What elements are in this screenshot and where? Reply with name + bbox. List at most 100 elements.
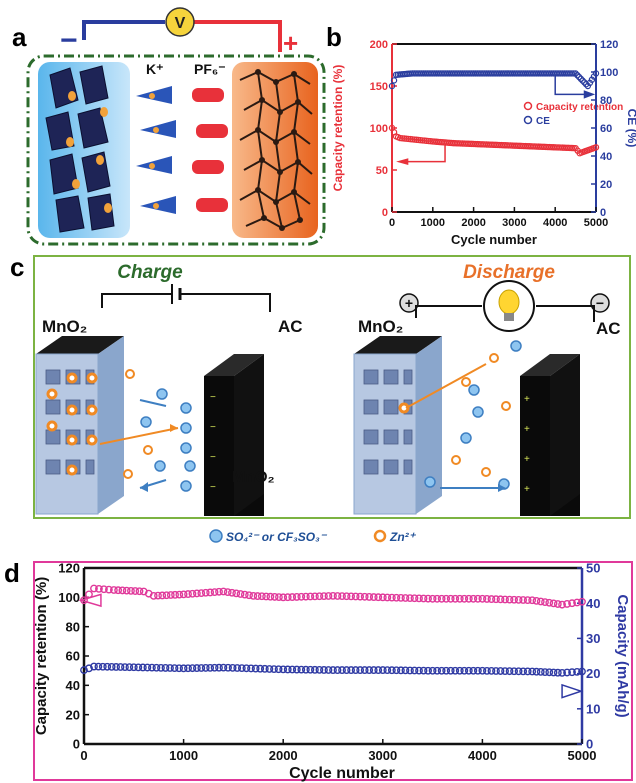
d-series-1-point-58 (342, 666, 351, 674)
panel-d-label: d (4, 558, 20, 588)
b-ytick-label-2: 100 (370, 123, 388, 135)
voltmeter-icon (165, 7, 195, 37)
d-series-1-point-11 (129, 663, 138, 672)
d-series-0-point-111 (578, 597, 586, 606)
d-series-1-point-47 (292, 665, 301, 674)
d-series-0-point-78 (428, 594, 437, 603)
b-y2tick-label-2: 40 (600, 151, 612, 163)
d-series-0-point-76 (419, 594, 428, 603)
d-series-0-point-27 (201, 588, 210, 597)
d-series-1-point-72 (406, 666, 414, 675)
mno2-block-top-left (36, 336, 124, 354)
d-xtick-label-5: 5000 (568, 748, 597, 763)
d-series-1-point-69 (392, 666, 401, 675)
b-y2tick-label-4: 80 (600, 95, 612, 107)
d-series-0-point-110 (573, 598, 581, 607)
discharge-arrow-1 (405, 363, 487, 409)
d-series-0-point-20 (171, 590, 179, 599)
d-series-0-point-99 (523, 596, 532, 605)
svg-text:−: − (210, 482, 216, 493)
d-series-1-point-0 (80, 666, 88, 674)
d-series-0-point-63 (360, 592, 369, 601)
d-series-1-point-84 (460, 666, 469, 675)
d-series-0-point-49 (297, 592, 306, 601)
b-arrow-capacity (400, 144, 446, 163)
d-ytick-label-0: 0 (73, 737, 80, 752)
d-series-1 (80, 662, 586, 677)
d-ytick-label-5: 100 (58, 590, 80, 605)
d-series-1-point-7 (112, 663, 120, 671)
d-series-0-point-33 (228, 588, 236, 597)
d-series-1-point-100 (532, 667, 541, 676)
voltmeter-label: V (175, 15, 186, 32)
d-xtick-label-1: 1000 (169, 748, 198, 763)
d-series-0-point-68 (383, 593, 392, 602)
d-series-0-point-107 (558, 600, 566, 609)
d-series-0-point-88 (473, 594, 482, 603)
d-series-1-point-46 (288, 665, 297, 674)
d-series-0-point-104 (545, 598, 554, 607)
negative-wire (82, 20, 165, 40)
d-ytick-label-3: 60 (66, 649, 80, 664)
d-series-0-point-35 (236, 590, 245, 598)
d-series-0-point-32 (223, 588, 232, 596)
d-series-1-point-23 (184, 664, 192, 673)
d-series-0-point-21 (175, 590, 184, 599)
charge-title: Charge (117, 262, 183, 283)
d-series-0-point-87 (469, 594, 478, 603)
d-series-0-point-93 (496, 595, 505, 604)
d-series-0-point-19 (166, 591, 175, 599)
d-series-0-point-30 (215, 587, 223, 596)
mno2-block-side-left (98, 336, 124, 514)
b-series-0-point-108 (592, 144, 600, 151)
d-series-1-point-98 (523, 667, 532, 676)
positive-wire (194, 20, 282, 52)
d-series-1-point-106 (558, 668, 566, 677)
d-series-1-point-77 (428, 666, 437, 675)
b-series-1 (388, 70, 600, 90)
panel-c-schematic: Charge Discharge MnO₂ AC − − − − MnO₂ (33, 255, 631, 544)
d-series-1-point-5 (103, 662, 112, 671)
charge-arrow-2 (99, 427, 179, 445)
d-series-1-point-87 (473, 666, 482, 675)
cathode-atoms (255, 69, 303, 231)
b-legend-label-1: CE (536, 116, 550, 127)
d-series-1-point-97 (519, 667, 528, 676)
ac-block-side-right (550, 354, 580, 516)
minus-terminal-icon (590, 293, 610, 313)
d-series-0-point-108 (563, 600, 571, 608)
b-xtick-label-5: 5000 (584, 217, 608, 229)
d-series-1-point-48 (297, 665, 306, 674)
anion-ions-discharge (424, 340, 522, 490)
d-series-0-point-103 (541, 598, 549, 607)
d-series-1-point-3 (94, 662, 103, 671)
d-series-0-point-16 (154, 591, 162, 600)
d-series-0-point-4 (100, 585, 108, 594)
d-series-0-point-52 (310, 592, 319, 601)
d-ytick-label-1: 20 (66, 707, 80, 722)
d-series-1-point-61 (356, 666, 365, 674)
d-series-1-point-96 (514, 667, 523, 676)
d-series-1-point-62 (360, 666, 369, 674)
panel-b-chart: Capacity retention (%) CE (%) Cycle numb… (331, 39, 636, 247)
d-series-1-point-103 (545, 668, 554, 677)
d-series-0-point-2 (90, 584, 98, 593)
b-arrowhead-capacity (396, 158, 409, 165)
d-series-0-point-80 (437, 594, 446, 603)
d-series-1-point-30 (215, 663, 223, 672)
d-series-1-point-10 (125, 663, 134, 672)
panel-d-frame (33, 561, 633, 781)
mno2-block-top-right (354, 336, 442, 354)
d-series-0-point-58 (338, 592, 346, 601)
negative-sign: − (60, 24, 78, 57)
d-series-1-point-52 (315, 665, 324, 674)
d-series-0-point-77 (424, 594, 432, 603)
b-series-1-point-99 (572, 70, 579, 77)
d-series-0-point-28 (206, 588, 215, 597)
d-series-1-point-55 (329, 666, 337, 674)
b-y2tick-label-3: 60 (600, 123, 612, 135)
d-series-1-point-39 (256, 664, 265, 673)
d-series-1-point-67 (383, 666, 392, 675)
d-series-1-point-24 (188, 664, 197, 673)
panel-a-label: a (12, 22, 27, 52)
